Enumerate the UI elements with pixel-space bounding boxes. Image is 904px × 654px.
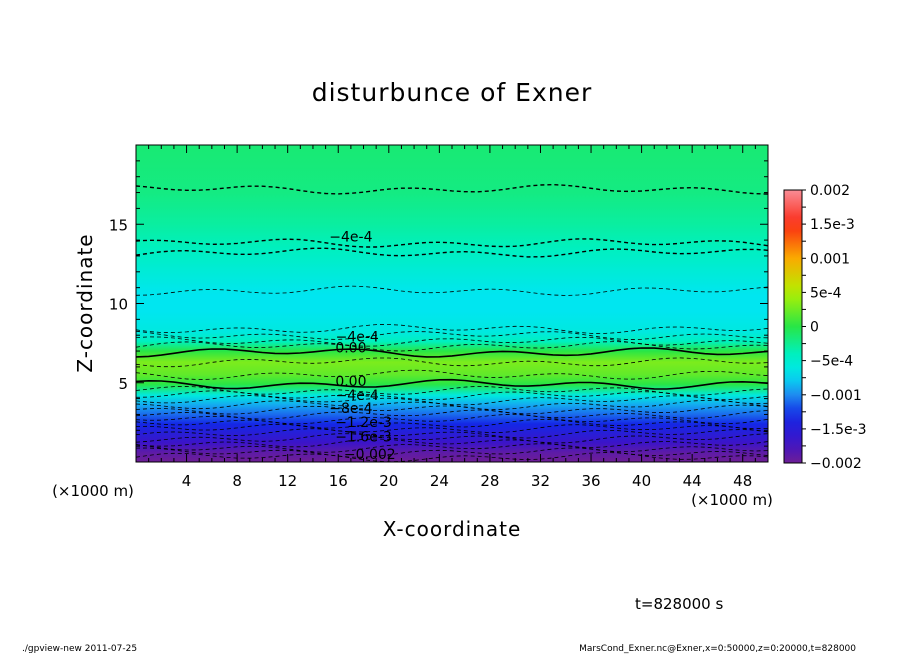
colorbar-fill (783, 189, 803, 464)
contour-line (136, 404, 768, 415)
y-axis-label: Z-coordinate (73, 233, 97, 372)
contour-line (136, 378, 768, 390)
contour-lines (136, 183, 768, 462)
contour-label: −4e-4 (336, 388, 379, 404)
contour-label: −1.2e-3 (335, 415, 392, 431)
x-axis-ticks: 4 8 12 16 20 24 28 32 36 40 44 48 (148, 145, 756, 490)
x-tick-label: 36 (581, 472, 600, 490)
colorbar-tick-label: 5e-4 (810, 285, 842, 301)
contour-line (136, 247, 768, 258)
x-axis-label: X-coordinate (383, 517, 522, 541)
contour-labels: −4e-4−4e-40.000.00−4e-4−8e-4−1.2e-3−1.6e… (329, 230, 396, 463)
contour-line (136, 369, 768, 380)
contour-label: −4e-4 (329, 230, 372, 246)
footer-right-note: MarsCond_Exner.nc@Exner,x=0:50000,z=0:20… (579, 644, 856, 654)
contour-line (136, 347, 768, 358)
colorbar-tick-label: 1.5e-3 (810, 217, 855, 233)
x-tick-label: 24 (430, 472, 449, 490)
contour-line (136, 330, 768, 341)
contour-line (136, 438, 768, 448)
y-tick-label: 15 (109, 216, 128, 234)
x-tick-label: 40 (632, 472, 651, 490)
y-tick-label: 10 (109, 296, 128, 314)
x-tick-label: 12 (278, 472, 297, 490)
contour-line (136, 357, 768, 368)
y-tick-label: 5 (118, 375, 128, 393)
contour-line (136, 409, 768, 420)
colorbar-tick-label: −0.001 (810, 388, 862, 404)
contour-label: −8e-4 (329, 401, 372, 417)
footer-left-note: ./gpview-new 2011-07-25 (22, 644, 137, 654)
x-tick-label: 28 (480, 472, 499, 490)
chart-title: disturbunce of Exner (312, 78, 593, 107)
contour-label: −4e-4 (336, 330, 379, 346)
contour-line (136, 336, 768, 347)
contour-label: −0.002 (344, 447, 396, 463)
contour-label: −1.6e-3 (335, 429, 392, 445)
colorbar-tick-label: 0.002 (810, 183, 850, 199)
colorbar-tick-label: −5e-4 (810, 354, 853, 370)
contour-line (136, 433, 768, 444)
x-tick-label: 8 (232, 472, 242, 490)
x-tick-label: 48 (733, 472, 752, 490)
contour-line (136, 447, 768, 458)
y-unit-label: (×1000 m) (52, 482, 134, 500)
contour-line (136, 418, 768, 430)
time-label: t=828000 s (635, 595, 723, 613)
contour-line (136, 443, 768, 453)
y-axis-ticks: 5 10 15 (109, 160, 768, 447)
contour-line (136, 423, 768, 434)
x-tick-label: 44 (683, 472, 702, 490)
colorbar-tick-label: −1.5e-3 (810, 422, 867, 438)
colorbar-ticks: 0.002 1.5e-3 0.001 5e-4 0 −5e-4 −0.001 −1.5e-3 −… (802, 183, 867, 472)
colorbar-tick-label: 0 (810, 320, 819, 336)
contour-line (136, 285, 768, 296)
x-tick-label: 4 (182, 472, 192, 490)
contour-line (136, 452, 768, 462)
contour-label: 0.00 (335, 341, 366, 357)
x-tick-label: 20 (379, 472, 398, 490)
contour-line (136, 238, 768, 248)
plot-area: −4e-4−4e-40.000.00−4e-4−8e-4−1.2e-3−1.6e… (136, 145, 768, 463)
contour-line (136, 341, 768, 352)
x-unit-label: (×1000 m) (691, 491, 773, 509)
contour-label: 0.00 (335, 374, 366, 390)
field-fill (136, 145, 768, 462)
contour-line (136, 385, 768, 396)
colorbar-tick-label: 0.001 (810, 251, 850, 267)
colorbar: 0.002 1.5e-3 0.001 5e-4 0 −5e-4 −0.001 −1.5e-3 −… (783, 183, 867, 472)
x-tick-label: 32 (531, 472, 550, 490)
colorbar-tick-label: −0.002 (810, 456, 862, 472)
contour-line (136, 428, 768, 439)
x-tick-label: 16 (329, 472, 348, 490)
contour-line (136, 183, 768, 195)
contour-line (136, 399, 768, 410)
contour-line (136, 395, 768, 406)
contour-line (136, 324, 768, 334)
